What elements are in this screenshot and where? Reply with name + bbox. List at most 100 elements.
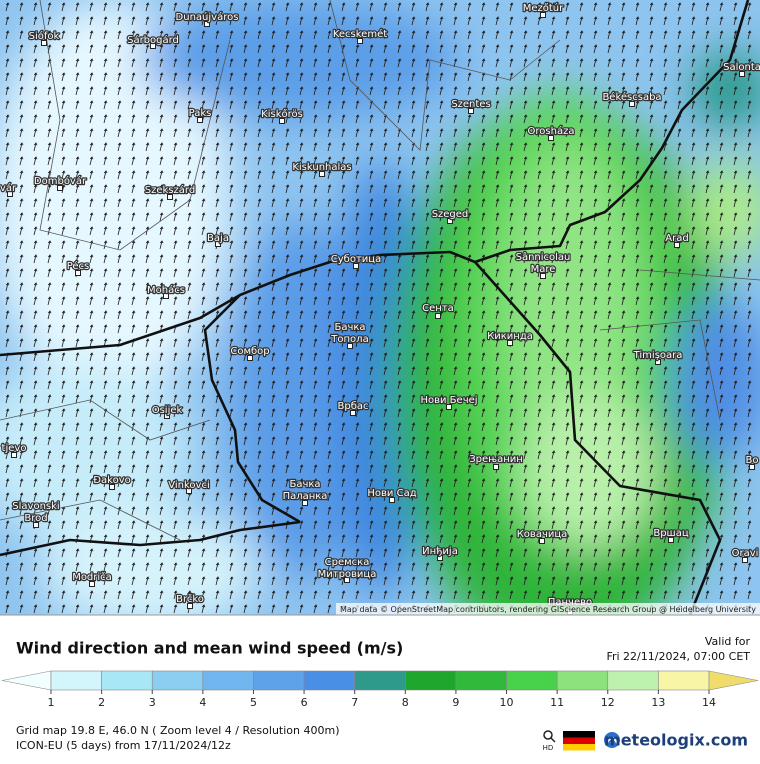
city-label: Dombóvár [34,175,87,187]
legend-swatch [151,670,204,691]
city-label: Szekszárd [145,184,195,196]
legend-swatch [658,670,710,691]
city-dot [247,355,253,361]
city-dot [7,191,13,197]
legend-tick-label: 2 [98,696,105,709]
city-dot [163,293,169,299]
city-dot [742,557,748,563]
city-label: Szentes [451,99,490,110]
city-dot [150,43,156,49]
city-label: Osijek [152,405,183,416]
city-dot [347,343,353,349]
zoom-icon[interactable]: HD [543,730,556,752]
city-label: Bo [746,455,759,466]
city-dot [33,522,39,528]
legend-tick-label: 6 [301,696,308,709]
city-label: Врбас [337,401,368,412]
legend-tick-label: 4 [199,696,206,709]
legend-tick-label: 14 [702,696,716,709]
city-label: Сомбор [230,346,269,357]
city-dot [89,581,95,587]
city-label: Timișoara [633,350,683,361]
city-dot [674,242,680,248]
title: Wind direction and mean wind speed (m/s) [16,639,403,658]
city-dot [437,555,443,561]
city-label: Бачка [334,322,365,333]
city-dot [11,452,17,458]
city-label: Паланка [283,491,328,502]
city-dot [629,101,635,107]
legend-tick-label: 11 [550,696,564,709]
city-dot [446,404,452,410]
city-label: Kiskőrös [261,108,303,120]
city-dot [204,21,210,27]
city-label: vár [0,182,17,194]
attribution: Map data © OpenStreetMap contributors, r… [340,605,756,614]
legend-tick-label: 9 [452,696,459,709]
city-label: Brčko [176,593,204,605]
valid-label: Valid for [705,635,751,648]
city-label: Vinkovci [168,480,209,491]
city-dot [447,218,453,224]
legend-end [1,670,52,691]
city-label: Kiskunhalas [292,162,351,173]
legend-swatch [607,670,659,691]
legend-tick-label: 5 [250,696,257,709]
legend-tick-label: 3 [149,696,156,709]
city-label: Orosháza [528,125,575,137]
valid-time: Fri 22/11/2024, 07:00 CET [606,650,750,663]
city-dot [75,270,81,276]
city-label: Kecskemét [333,28,387,40]
region-borders [0,0,760,541]
legend-end [708,670,759,691]
city-dot [319,171,325,177]
city-dot [493,464,499,470]
city-label: Сента [422,303,454,314]
city-label: Békéscsaba [602,91,661,103]
city-dot [164,413,170,419]
city-label: Вршац [653,528,688,539]
city-label: Modriča [72,571,112,583]
city-label: Sânnicolau [516,251,571,263]
city-label: Сремска [325,557,370,568]
city-label: Mohács [147,284,185,296]
legend-swatch [405,670,457,691]
city-label: Митровица [318,569,377,580]
city-dot [507,340,513,346]
city-label: Szeged [432,209,469,220]
city-label: Sárbogárd [127,34,179,46]
country-borders [0,0,750,615]
city-label: Зрењанин [469,454,523,465]
city-dot [167,194,173,200]
city-label: Salonta [723,62,760,73]
city-dot [197,117,203,123]
city-label: Arad [665,233,688,244]
city-dot [539,538,545,544]
legend-swatch [354,670,406,691]
model-info: ICON-EU (5 days) from 17/11/2024/12z [16,739,231,752]
legend-swatch [303,670,355,691]
legend-tick-label: 8 [402,696,409,709]
city-dot [668,537,674,543]
hd-label: HD [543,744,554,752]
city-dot [357,38,363,44]
city-dot [389,497,395,503]
city-dot [302,500,308,506]
city-label: Brod [24,513,47,524]
legend-swatch [455,670,507,691]
city-label: Инђија [422,545,458,557]
city-label: Siófok [29,30,60,42]
city-label: tjevo [2,443,27,454]
brand: meteologix.com [604,731,748,750]
legend-swatch [101,670,153,691]
legend-swatch [506,670,558,691]
city-label: Paks [189,108,212,119]
city-dot [350,410,356,416]
city-dot [57,185,63,191]
legend-swatch [556,670,609,691]
city-dot [435,313,441,319]
city-label: Mare [531,264,556,275]
city-label: Нови Сад [367,488,416,499]
city-dot [215,241,221,247]
